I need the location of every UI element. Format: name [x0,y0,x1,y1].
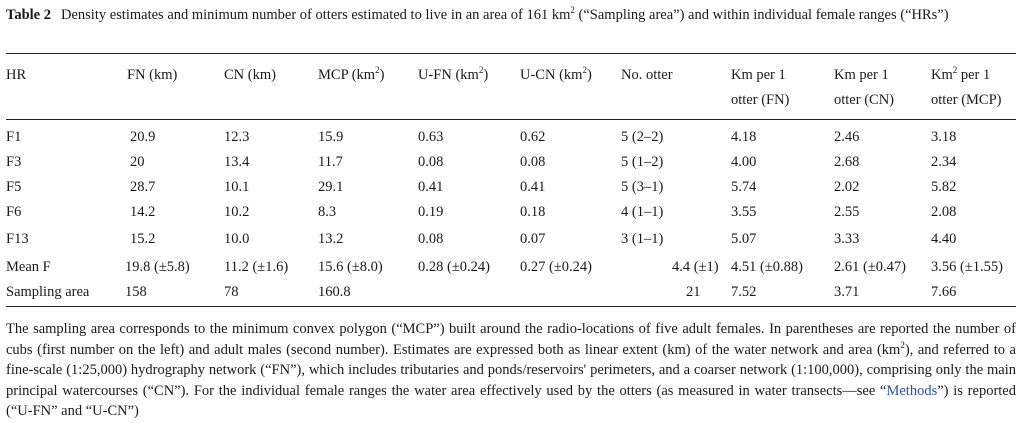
column-header: No. otter [621,67,673,83]
table-cell: 2.02 [834,179,860,195]
table-cell: 29.1 [318,179,344,195]
column-header-line2: otter (FN) [731,92,790,108]
table-cell: 15.9 [318,129,344,145]
table-cell: 0.27 (±0.24) [520,259,592,275]
table-cell: 2.68 [834,154,860,170]
row-label: Sampling area [6,284,90,300]
table-cell: 11.7 [318,154,343,170]
row-label: F3 [6,154,22,170]
table-cell: 4.18 [731,129,757,145]
table-cell: 4.00 [731,154,757,170]
table-cell: 3.56 (±1.55) [931,259,1003,275]
methods-link[interactable]: Methods [886,382,938,399]
table-cell: 3.33 [834,231,860,247]
table-cell: 21 [686,284,701,300]
header-bottom-rule [6,119,1016,120]
column-header: Km2 per 1 [931,65,991,83]
table-cell: 7.52 [731,284,757,300]
table-cell: 0.07 [520,231,546,247]
table-cell: 19.8 (±5.8) [125,259,190,275]
column-header: Km per 1 [731,67,786,83]
table-footnote: The sampling area corresponds to the min… [6,321,1016,419]
table-cell: 14.2 [130,204,156,220]
table-cell: 0.28 (±0.24) [418,259,490,275]
row-label: F13 [6,231,29,247]
table-cell: 5.07 [731,231,757,247]
row-label: F5 [6,179,22,195]
table-cell: 13.2 [318,231,344,247]
table-cell: 5 (3–1) [621,179,664,195]
row-label: F6 [6,204,22,220]
table-cell: 0.41 [520,179,546,195]
table-cell: 10.1 [224,179,250,195]
table-cell: 0.19 [418,204,444,220]
table-cell: 78 [224,284,239,300]
table-cell: 5.74 [731,179,757,195]
table-cell: 15.6 (±8.0) [318,259,383,275]
table-cell: 0.08 [418,154,444,170]
table-cell: 160.8 [318,284,351,300]
table-cell: 2.34 [931,154,957,170]
table-cell: 2.08 [931,204,957,220]
table-label: Table 2 [6,7,51,23]
table-cell: 3.55 [731,204,757,220]
table-cell: 7.66 [931,284,957,300]
table-bottom-rule [6,306,1016,307]
table-cell: 2.61 (±0.47) [834,259,906,275]
row-label: F1 [6,129,22,145]
table-cell: 28.7 [130,179,156,195]
table-cell: 20 [130,154,145,170]
table-cell: 0.18 [520,204,546,220]
table-cell: 2.55 [834,204,860,220]
table-cell: 0.41 [418,179,444,195]
table-cell: 3.71 [834,284,860,300]
table-cell: 0.08 [520,154,546,170]
table-cell: 5 (1–2) [621,154,664,170]
table-cell: 5.82 [931,179,957,195]
table-cell: 4.40 [931,231,957,247]
table-cell: 2.46 [834,129,860,145]
column-header-line2: otter (MCP) [931,92,1002,108]
column-header: U-CN (km2) [520,65,592,83]
table-cell: 3 (1–1) [621,231,664,247]
table-cell: 11.2 (±1.6) [224,259,289,275]
table-cell: 13.4 [224,154,250,170]
table-cell: 3.18 [931,129,957,145]
table-cell: 0.63 [418,129,444,145]
column-header: CN (km) [224,67,276,83]
row-label: Mean F [6,259,51,275]
column-header: Km per 1 [834,67,889,83]
table-cell: 4 (1–1) [621,204,664,220]
table-cell: 4.51 (±0.88) [731,259,803,275]
caption-text: Density estimates and minimum number of … [61,5,949,23]
table-cell: 10.0 [224,231,250,247]
table-caption: Table 2 Density estimates and minimum num… [6,6,1016,25]
table-cell: 0.08 [418,231,444,247]
table-cell: 12.3 [224,129,250,145]
column-header-line2: otter (CN) [834,92,894,108]
column-header: MCP (km2) [318,65,385,83]
table-cell: 4.4 (±1) [672,259,719,275]
table-cell: 0.62 [520,129,546,145]
table-cell: 5 (2–2) [621,129,664,145]
column-header: HR [6,67,27,83]
table-cell: 8.3 [318,204,337,220]
table-top-rule [6,53,1016,54]
table-cell: 20.9 [130,129,156,145]
column-header: FN (km) [127,67,178,83]
table-cell: 158 [125,284,147,300]
column-header: U-FN (km2) [418,65,489,83]
table-cell: 10.2 [224,204,250,220]
table-cell: 15.2 [130,231,156,247]
